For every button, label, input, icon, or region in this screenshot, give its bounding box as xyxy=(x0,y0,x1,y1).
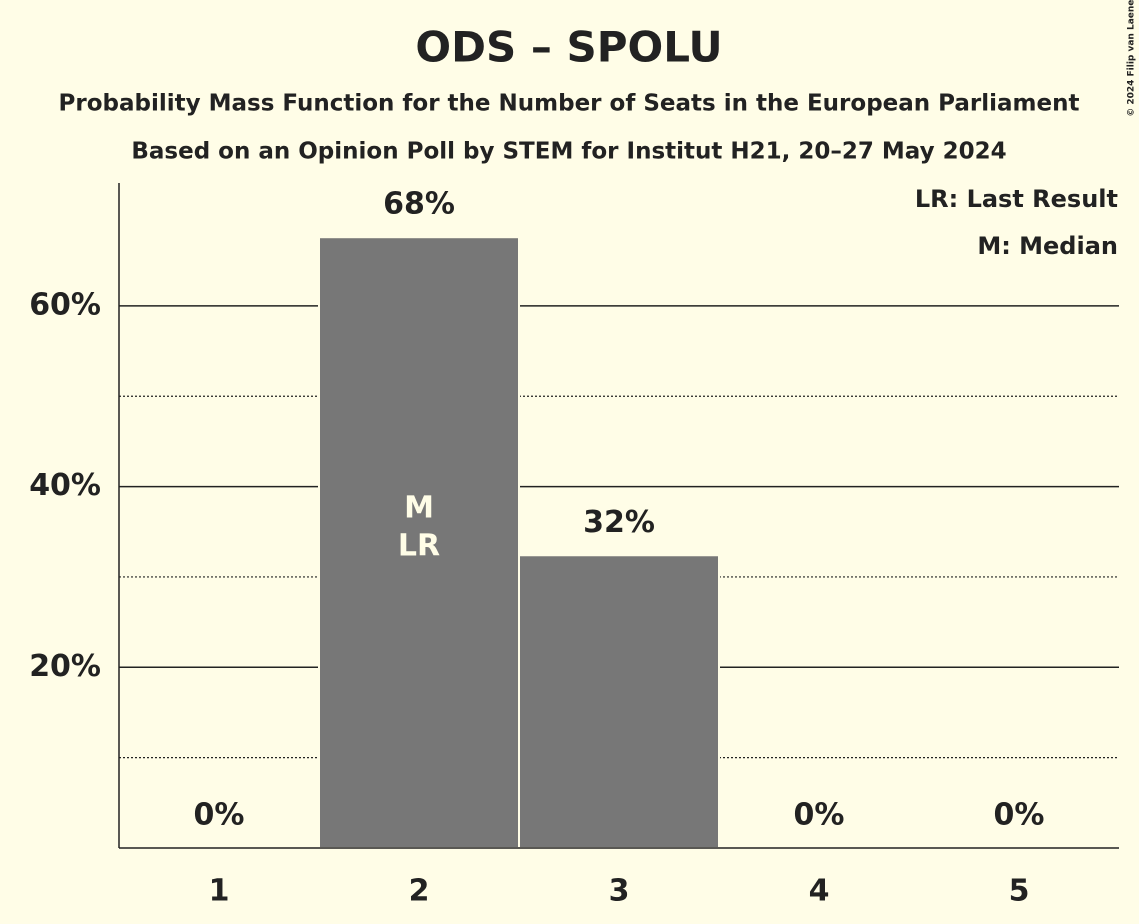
x-tick-label: 1 xyxy=(209,874,230,909)
value-label: 0% xyxy=(194,798,245,833)
value-label: 32% xyxy=(583,505,655,540)
x-tick-label: 5 xyxy=(1009,874,1030,909)
chart-subtitle: Probability Mass Function for the Number… xyxy=(59,91,1080,117)
legend-note: LR: Last Result xyxy=(915,185,1118,213)
x-tick-label: 2 xyxy=(409,874,430,909)
chart-title: ODS – SPOLU xyxy=(415,23,722,72)
y-tick-label: 40% xyxy=(29,468,101,503)
y-tick-label: 20% xyxy=(29,649,101,684)
bar-annotation: LR xyxy=(398,529,440,564)
x-tick-label: 3 xyxy=(609,874,630,909)
credit: © 2024 Filip van Laenen xyxy=(1127,0,1137,117)
bar xyxy=(318,236,520,849)
bar xyxy=(518,554,720,849)
y-tick-label: 60% xyxy=(29,287,101,322)
value-label: 0% xyxy=(994,798,1045,833)
legend-note: M: Median xyxy=(977,232,1118,260)
chart-subtitle: Based on an Opinion Poll by STEM for Ins… xyxy=(131,139,1006,165)
value-label: 0% xyxy=(794,798,845,833)
x-tick-label: 4 xyxy=(809,874,830,909)
value-label: 68% xyxy=(383,187,455,222)
bar-annotation: M xyxy=(404,491,434,526)
